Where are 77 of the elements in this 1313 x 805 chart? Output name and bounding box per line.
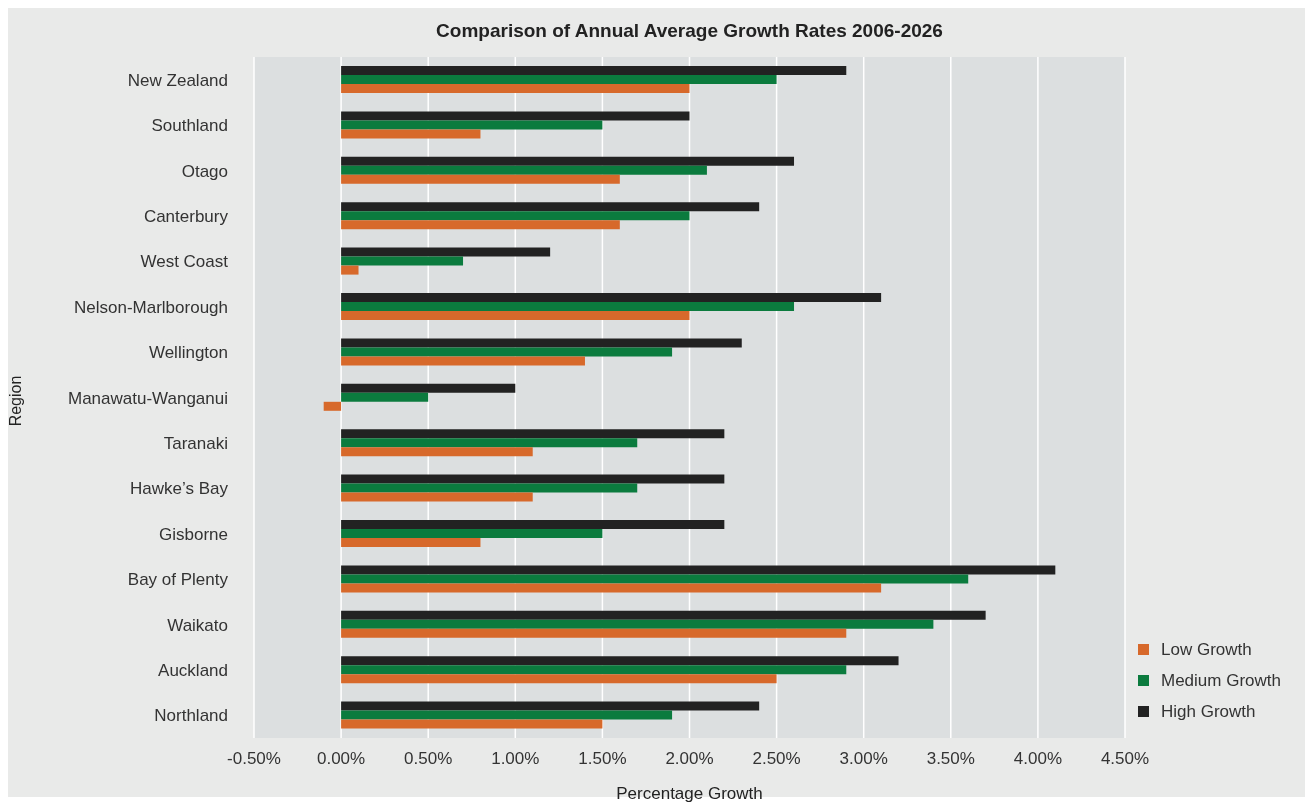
bar xyxy=(341,247,551,257)
bar xyxy=(341,293,882,302)
bar xyxy=(341,529,603,538)
bar xyxy=(341,719,603,729)
bar xyxy=(341,202,760,212)
bar xyxy=(341,66,847,75)
bar xyxy=(323,401,342,411)
y-tick-label: Waikato xyxy=(167,615,228,635)
bar xyxy=(341,220,620,230)
x-tick-label: 3.50% xyxy=(926,749,975,769)
bar xyxy=(341,610,986,620)
bar xyxy=(341,302,795,311)
legend-label: Medium Growth xyxy=(1161,670,1281,691)
x-tick-label: -0.50% xyxy=(227,749,281,769)
bar xyxy=(341,674,777,684)
bar xyxy=(341,392,429,402)
bar xyxy=(341,710,673,720)
y-tick-label: Taranaki xyxy=(163,433,228,453)
y-axis-title: Region xyxy=(7,375,25,427)
y-tick-label: Hawke’s Bay xyxy=(130,479,229,499)
x-tick-label: 4.00% xyxy=(1013,749,1062,769)
bar xyxy=(341,120,603,130)
y-tick-label: Bay of Plenty xyxy=(127,570,229,590)
bar xyxy=(341,474,725,484)
y-tick-label: Southland xyxy=(151,116,228,136)
bar xyxy=(341,483,638,493)
bar xyxy=(341,347,673,357)
bar xyxy=(341,111,690,121)
bar xyxy=(341,265,359,275)
bar xyxy=(341,701,760,711)
bar xyxy=(341,520,725,529)
bar xyxy=(341,156,795,166)
bar xyxy=(341,75,777,84)
y-tick-label: Wellington xyxy=(148,343,228,363)
bar xyxy=(341,356,585,366)
bar xyxy=(341,619,934,629)
x-tick-label: 0.50% xyxy=(404,749,453,769)
x-tick-label: 2.50% xyxy=(752,749,801,769)
bar xyxy=(341,338,742,348)
bar xyxy=(341,656,899,666)
bar xyxy=(341,129,481,139)
bar xyxy=(341,538,481,547)
chart-title: Comparison of Annual Average Growth Rates 2006-2026 xyxy=(435,20,944,42)
bar xyxy=(341,628,847,638)
x-tick-label: 2.00% xyxy=(665,749,714,769)
bar xyxy=(341,174,620,184)
bar xyxy=(341,311,690,320)
y-tick-label: New Zealand xyxy=(127,70,228,90)
bar xyxy=(341,583,882,593)
bar xyxy=(341,447,533,457)
bar xyxy=(341,165,707,175)
x-tick-label: 4.50% xyxy=(1100,749,1150,769)
y-tick-label: Manawatu-Wanganui xyxy=(67,388,228,408)
x-tick-label: 0.00% xyxy=(317,749,366,769)
bar xyxy=(341,438,638,448)
x-tick-label: 1.50% xyxy=(578,749,627,769)
y-tick-label: West Coast xyxy=(140,252,229,272)
y-tick-label: Otago xyxy=(181,161,228,181)
bar xyxy=(341,492,533,502)
x-axis-title: Percentage Growth xyxy=(615,784,764,804)
y-tick-label: Gisborne xyxy=(159,524,228,544)
x-tick-label: 3.00% xyxy=(839,749,888,769)
bar xyxy=(341,574,969,584)
bar xyxy=(341,383,516,393)
legend-label: High Growth xyxy=(1161,701,1256,722)
bar xyxy=(341,429,725,439)
y-tick-label: Nelson-Marlborough xyxy=(73,297,228,317)
bar xyxy=(341,84,690,93)
x-tick-label: 1.00% xyxy=(491,749,540,769)
bar xyxy=(341,211,690,221)
y-tick-label: Northland xyxy=(154,706,228,726)
legend-label: Low Growth xyxy=(1161,639,1252,660)
bar xyxy=(341,565,1056,575)
y-tick-label: Auckland xyxy=(158,660,228,680)
bar xyxy=(341,256,464,266)
bar xyxy=(341,665,847,675)
y-tick-label: Canterbury xyxy=(143,206,229,226)
